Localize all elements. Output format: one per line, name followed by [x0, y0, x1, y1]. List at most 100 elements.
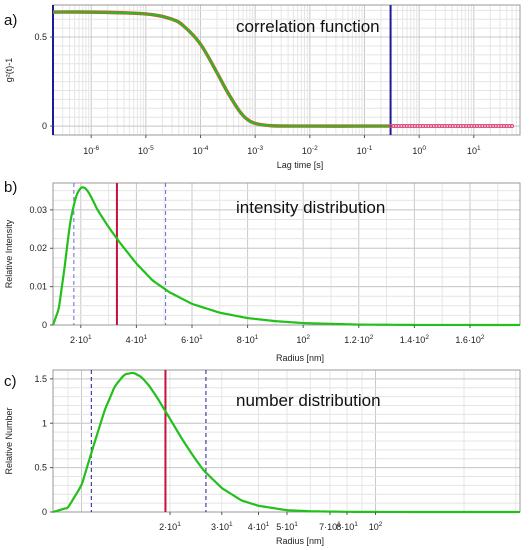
- panel-a-x-tick-label: 10-2: [302, 145, 318, 156]
- panel-c-grid: [53, 370, 520, 513]
- panel-c-x-tick-label: 4·101: [248, 521, 270, 532]
- panel-a-data-point: [455, 124, 461, 129]
- panel-a-data-point: [402, 124, 407, 129]
- panel-a-x-tick-label: 10-1: [357, 145, 373, 156]
- panel-a-data-point: [458, 124, 463, 129]
- panel-a-title: correlation function: [236, 17, 380, 36]
- panel-a-data-point: [466, 124, 471, 129]
- panel-a-data-point: [472, 124, 477, 129]
- panel-c-frame: [52, 369, 521, 513]
- panel-c-x-tick-label: 7·101: [319, 521, 341, 532]
- panel-b-x-axis-label: Radius [nm]: [276, 353, 324, 363]
- panel-a-data-point: [464, 124, 469, 129]
- panel-a-data-point: [485, 124, 490, 129]
- panel-a-correlation-curve: [52, 10, 391, 128]
- panel-c-y-tick-label: 0: [42, 507, 47, 517]
- panel-c-y-tick-label: 1.5: [34, 374, 47, 384]
- panel-a-data-point: [450, 124, 455, 129]
- panel-c-y-tick-label: 1: [42, 418, 47, 428]
- panel-a-data-point: [404, 124, 409, 129]
- panel-a-data-point: [399, 124, 404, 129]
- panel-b-x-tick-label: 4·101: [126, 334, 148, 345]
- panel-a-data-point: [388, 124, 393, 129]
- panel-a-data-point: [461, 124, 466, 129]
- panel-a-data-point: [445, 124, 450, 129]
- panel-a-y-tick-label: 0: [42, 121, 47, 131]
- panel-a-data-point: [431, 124, 436, 129]
- panel-a-data-point: [410, 124, 415, 129]
- panel-c-x-tick-label: 102: [369, 521, 383, 532]
- panel-a-panel-label: a): [4, 12, 17, 29]
- panel-c-distribution-curve: [52, 371, 520, 514]
- panel-c-x-tick-label: 5·101: [276, 521, 298, 532]
- panel-b-y-tick-label: 0.01: [29, 282, 47, 292]
- panel-b-x-tick-label: 1.4·102: [400, 334, 430, 345]
- panel-a-data-point: [391, 124, 396, 129]
- panel-a-data-point: [439, 124, 444, 129]
- panel-b-panel-label: b): [4, 179, 17, 196]
- panel-a-data-point: [437, 124, 442, 129]
- panel-c-x-tick-label: 2·101: [159, 521, 181, 532]
- panel-a-data-point: [415, 124, 420, 129]
- panel-b-x-tick-label: 6·101: [181, 334, 203, 345]
- panel-a-data-point: [488, 124, 493, 129]
- panel-a-data-point: [447, 124, 452, 129]
- panel-b-x-tick-label: 8·101: [237, 334, 259, 345]
- panel-c-x-tick-label: 8·101: [336, 521, 358, 532]
- panel-b-x-tick-label: 1.6·102: [455, 334, 485, 345]
- panel-c-x-tick-label: 3·101: [211, 521, 233, 532]
- panel-a-data-point: [493, 124, 498, 129]
- panel-a-data-point: [434, 124, 439, 129]
- panel-a-data-point: [501, 124, 506, 129]
- panel-c-panel-label: c): [4, 373, 17, 390]
- panel-a-x-tick-label: 10-4: [193, 145, 209, 156]
- panel-b-title: intensity distribution: [236, 198, 385, 217]
- panel-a-data-point: [480, 124, 485, 129]
- panel-a-data-point: [423, 124, 428, 129]
- panel-a-data-point: [426, 124, 431, 129]
- panel-a-data-point: [509, 124, 515, 129]
- panel-b-x-tick-label: 102: [296, 334, 310, 345]
- panel-b: 0 0.01 0.02 0.03 2·101 4·101 6·101 8·101 102 1.2·…: [4, 179, 521, 363]
- panel-b-x-tick-label: 1.2·102: [344, 334, 374, 345]
- panel-c-y-axis-label: Relative Number: [4, 407, 14, 474]
- panel-a-x-tick-label: 100: [412, 145, 426, 156]
- panel-a-x-axis-label: Lag time [s]: [277, 160, 324, 170]
- panel-b-frame: [52, 182, 521, 326]
- panel-a-data-point: [396, 124, 401, 129]
- panel-a-data-point: [407, 124, 412, 129]
- panel-a-data-point: [507, 124, 512, 129]
- panel-a-data-point: [491, 124, 496, 129]
- panel-a-x-tick-label: 10-3: [247, 145, 263, 156]
- panel-b-x-tick-label: 2·101: [70, 334, 92, 345]
- panel-a-data-point: [453, 124, 458, 129]
- panel-a: 0 0.5 10-6 10-5 10-4 10-3 10-2 10-1 100 101 Lag ti…: [4, 4, 521, 170]
- panel-a-y-tick-label: 0.5: [34, 32, 47, 42]
- panel-a-data-point: [496, 124, 501, 129]
- panel-a-data-point: [477, 124, 482, 129]
- panel-b-y-tick-label: 0.03: [29, 205, 47, 215]
- panel-c-x-axis-label: Radius [nm]: [276, 536, 324, 546]
- panel-a-grid: [53, 5, 520, 136]
- panel-b-y-axis-label: Relative Intensity: [4, 219, 14, 288]
- panel-a-y-axis-label: g²(t)-1: [4, 58, 14, 83]
- panel-c-title: number distribution: [236, 391, 381, 410]
- panel-a-data-point: [393, 124, 399, 129]
- panel-a-data-point: [418, 124, 423, 129]
- panel-a-data-point: [482, 124, 488, 129]
- panel-a-data-point: [504, 124, 509, 129]
- panel-a-data-point: [442, 124, 447, 129]
- panel-a-x-tick-label: 101: [467, 145, 481, 156]
- panel-a-data-point: [429, 124, 434, 129]
- panel-c-y-tick-label: 0.5: [34, 463, 47, 473]
- panel-a-data-point: [412, 124, 417, 129]
- panel-a-x-tick-label: 10-5: [138, 145, 154, 156]
- panel-a-data-point: [420, 124, 426, 129]
- panel-b-y-tick-label: 0: [42, 320, 47, 330]
- panel-a-x-tick-label: 10-6: [83, 145, 99, 156]
- panel-b-y-tick-label: 0.02: [29, 243, 47, 253]
- panel-b-distribution-curve: [51, 186, 520, 327]
- panel-a-data-point: [499, 124, 504, 129]
